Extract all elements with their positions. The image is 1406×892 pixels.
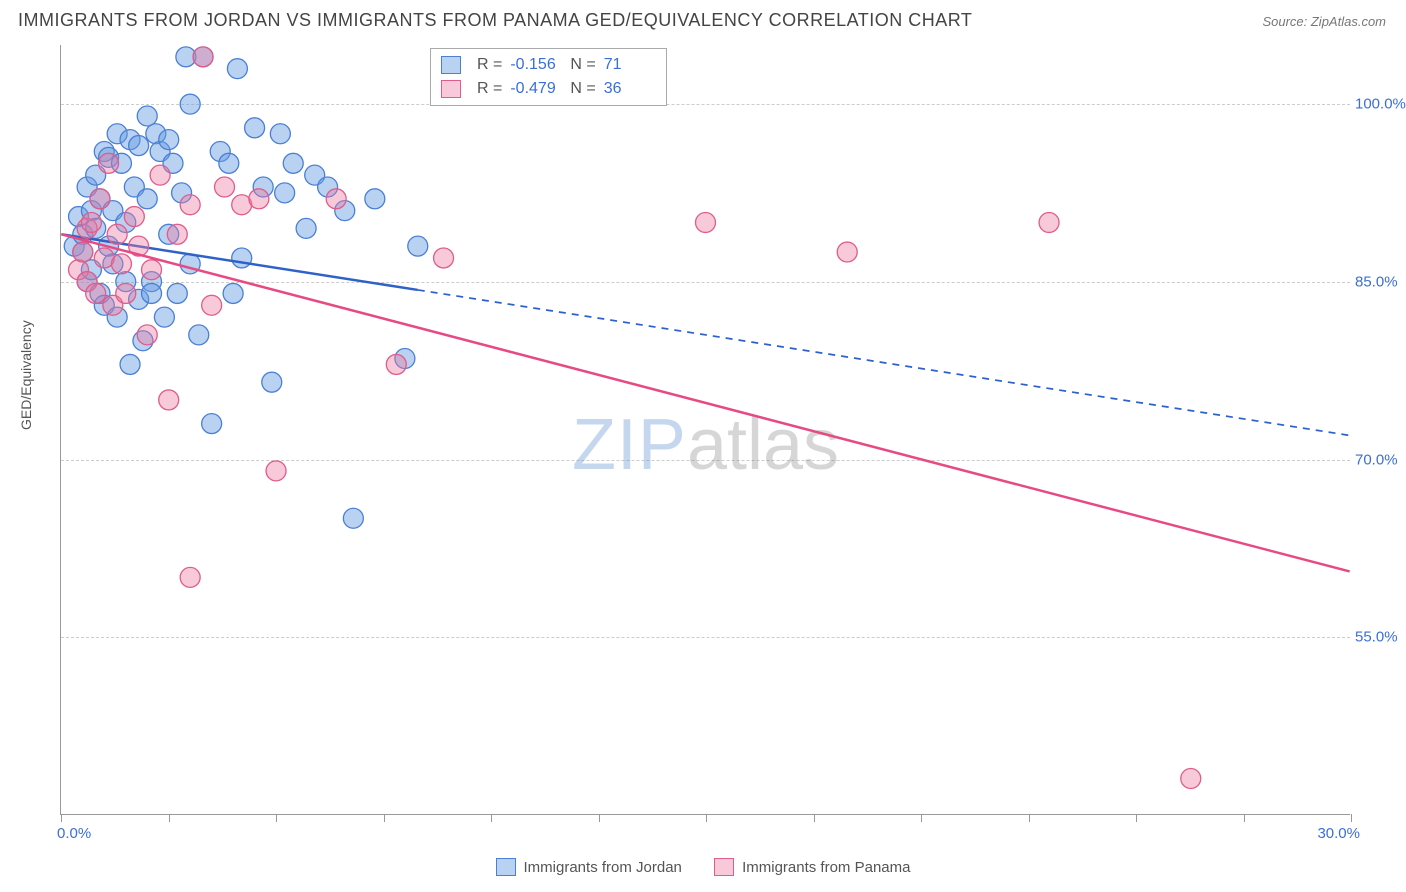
data-point-panama <box>215 177 235 197</box>
legend-row-jordan: R = -0.156 N = 71 <box>441 53 656 77</box>
data-point-jordan <box>202 414 222 434</box>
data-point-jordan <box>227 59 247 79</box>
swatch-jordan <box>441 56 461 74</box>
x-tick <box>1351 814 1352 822</box>
data-point-jordan <box>180 94 200 114</box>
x-min-label: 0.0% <box>57 825 91 842</box>
x-tick <box>1136 814 1137 822</box>
data-point-jordan <box>219 153 239 173</box>
x-tick <box>814 814 815 822</box>
data-point-jordan <box>129 136 149 156</box>
data-point-jordan <box>154 307 174 327</box>
y-tick-label: 85.0% <box>1355 273 1406 290</box>
y-axis-label: GED/Equivalency <box>18 320 34 430</box>
r-value-panama: -0.479 <box>510 77 562 101</box>
data-point-panama <box>86 283 106 303</box>
swatch-jordan-bottom <box>496 858 516 876</box>
n-label: N = <box>570 53 595 77</box>
data-point-jordan <box>167 283 187 303</box>
data-point-jordan <box>159 130 179 150</box>
data-point-panama <box>434 248 454 268</box>
data-point-panama <box>167 224 187 244</box>
data-point-panama <box>99 153 119 173</box>
legend-label-jordan: Immigrants from Jordan <box>524 859 682 876</box>
data-point-jordan <box>137 106 157 126</box>
n-label: N = <box>570 77 595 101</box>
r-label: R = <box>477 77 502 101</box>
x-tick <box>599 814 600 822</box>
x-tick <box>61 814 62 822</box>
x-tick <box>1029 814 1030 822</box>
data-point-panama <box>180 195 200 215</box>
trend-line-dashed-jordan <box>418 290 1350 435</box>
y-tick-label: 70.0% <box>1355 451 1406 468</box>
data-point-jordan <box>365 189 385 209</box>
data-point-panama <box>837 242 857 262</box>
r-value-jordan: -0.156 <box>510 53 562 77</box>
correlation-legend: R = -0.156 N = 71 R = -0.479 N = 36 <box>430 48 667 106</box>
data-point-jordan <box>296 218 316 238</box>
data-point-panama <box>386 354 406 374</box>
legend-label-panama: Immigrants from Panama <box>742 859 910 876</box>
data-point-panama <box>111 254 131 274</box>
chart-title: IMMIGRANTS FROM JORDAN VS IMMIGRANTS FRO… <box>18 10 972 31</box>
data-point-jordan <box>189 325 209 345</box>
data-point-jordan <box>275 183 295 203</box>
trend-line-panama <box>61 234 1349 571</box>
data-point-jordan <box>232 248 252 268</box>
n-value-jordan: 71 <box>604 53 656 77</box>
data-point-jordan <box>223 283 243 303</box>
chart-canvas <box>61 45 1350 814</box>
y-tick-label: 55.0% <box>1355 629 1406 646</box>
swatch-panama <box>441 80 461 98</box>
swatch-panama-bottom <box>714 858 734 876</box>
data-point-panama <box>1181 769 1201 789</box>
data-point-panama <box>116 283 136 303</box>
plot-area: 55.0%70.0%85.0%100.0% ZIPatlas 0.0% 30.0… <box>60 45 1350 815</box>
x-tick <box>1244 814 1245 822</box>
x-tick <box>921 814 922 822</box>
x-tick <box>384 814 385 822</box>
data-point-panama <box>266 461 286 481</box>
n-value-panama: 36 <box>604 77 656 101</box>
data-point-jordan <box>142 283 162 303</box>
data-point-panama <box>137 325 157 345</box>
data-point-panama <box>124 207 144 227</box>
legend-item-panama: Immigrants from Panama <box>714 858 910 876</box>
data-point-jordan <box>270 124 290 144</box>
data-point-panama <box>696 212 716 232</box>
x-max-label: 30.0% <box>1317 825 1360 842</box>
data-point-panama <box>142 260 162 280</box>
data-point-panama <box>90 189 110 209</box>
data-point-panama <box>249 189 269 209</box>
data-point-panama <box>159 390 179 410</box>
y-tick-label: 100.0% <box>1355 96 1406 113</box>
legend-row-panama: R = -0.479 N = 36 <box>441 77 656 101</box>
legend-item-jordan: Immigrants from Jordan <box>496 858 682 876</box>
data-point-jordan <box>408 236 428 256</box>
data-point-panama <box>107 224 127 244</box>
data-point-panama <box>1039 212 1059 232</box>
data-point-panama <box>81 212 101 232</box>
data-point-panama <box>202 295 222 315</box>
x-tick <box>169 814 170 822</box>
data-point-jordan <box>283 153 303 173</box>
data-point-panama <box>73 242 93 262</box>
x-tick <box>491 814 492 822</box>
data-point-jordan <box>137 189 157 209</box>
source-label: Source: ZipAtlas.com <box>1262 14 1386 29</box>
data-point-jordan <box>262 372 282 392</box>
x-tick <box>706 814 707 822</box>
data-point-panama <box>150 165 170 185</box>
data-point-jordan <box>245 118 265 138</box>
data-point-panama <box>180 567 200 587</box>
data-point-jordan <box>120 354 140 374</box>
data-point-panama <box>193 47 213 67</box>
data-point-jordan <box>343 508 363 528</box>
r-label: R = <box>477 53 502 77</box>
series-legend: Immigrants from Jordan Immigrants from P… <box>0 858 1406 880</box>
data-point-panama <box>326 189 346 209</box>
x-tick <box>276 814 277 822</box>
